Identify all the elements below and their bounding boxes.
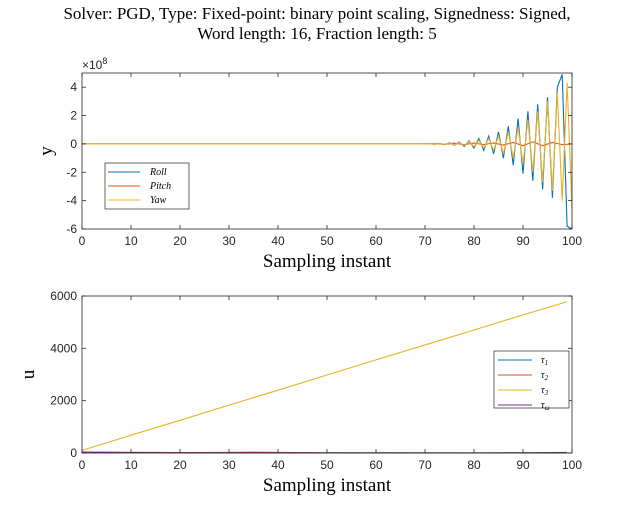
legend-entry: τ1 xyxy=(541,355,548,367)
x-tick-label: 90 xyxy=(516,458,530,472)
legend-entry: Roll xyxy=(149,167,167,178)
x-tick-label: 30 xyxy=(222,234,236,248)
x-axis-title: Sampling instant xyxy=(263,251,392,272)
x-tick-label: 100 xyxy=(562,234,582,248)
plot-u: 0 10 20 30 40 50 60 70 80 90 100 0 2000 4000 6000 Sampl… xyxy=(18,289,582,496)
legend-entry: τ2 xyxy=(541,370,549,382)
y-exponent-base: ×10 xyxy=(82,58,103,72)
legend-entry-subscript: 3 xyxy=(544,389,549,397)
plot-y: 0 10 20 30 40 50 60 70 80 90 100 -6 -4 -2 0 2 4 ×108 Sampl… xyxy=(36,56,582,272)
x-tick-label: 30 xyxy=(222,458,236,472)
x-tick-label: 40 xyxy=(271,234,285,248)
y-exponent-power: 8 xyxy=(102,56,107,66)
legend-entry-symbol: τ xyxy=(541,385,545,396)
series-line-3 xyxy=(82,82,573,210)
y-tick-label: 2000 xyxy=(50,394,77,408)
legend-entry: Pitch xyxy=(149,181,171,192)
legend-entry: τω xyxy=(541,400,550,412)
legend-entry-subscript: 1 xyxy=(545,359,549,367)
y-tick-label: -4 xyxy=(66,194,77,208)
y-tick-label: 0 xyxy=(70,137,77,151)
x-tick-label: 70 xyxy=(418,234,432,248)
x-tick-label: 40 xyxy=(271,458,285,472)
x-tick-label: 60 xyxy=(369,234,383,248)
legend-entry-subscript: ω xyxy=(545,404,550,412)
legend-entry-symbol: τ xyxy=(541,370,545,381)
x-tick-label: 80 xyxy=(467,234,481,248)
legend-entry-symbol: τ xyxy=(541,400,545,411)
y-tick-label: 4000 xyxy=(50,341,77,355)
y-axis-title: u xyxy=(18,369,39,379)
y-tick-label: 6000 xyxy=(50,289,77,303)
y-axis-title: y xyxy=(36,146,57,156)
y-tick-label: -6 xyxy=(66,222,77,236)
y-tick-label: 4 xyxy=(70,80,77,94)
x-tick-label: 10 xyxy=(124,234,138,248)
legend-entry: τ3 xyxy=(541,385,549,397)
x-tick-label: 50 xyxy=(320,234,334,248)
x-tick-label: 50 xyxy=(320,458,334,472)
legend-entry-subscript: 2 xyxy=(545,374,549,382)
chart-title: Solver: PGD, Type: Fixed-point: binary p… xyxy=(0,4,634,44)
x-tick-label: 100 xyxy=(562,458,582,472)
x-tick-label: 0 xyxy=(79,458,86,472)
chart-title-line1: Solver: PGD, Type: Fixed-point: binary p… xyxy=(63,4,571,23)
series-line-3 xyxy=(81,301,568,451)
legend-entry-symbol: τ xyxy=(541,355,545,366)
x-tick-label: 90 xyxy=(516,234,530,248)
legend-entry: Yaw xyxy=(150,195,167,206)
x-axis-title: Sampling instant xyxy=(263,475,392,496)
x-tick-label: 70 xyxy=(418,458,432,472)
y-tick-label: -2 xyxy=(66,165,77,179)
x-tick-label: 10 xyxy=(124,458,138,472)
y-tick-label: 0 xyxy=(70,446,77,460)
y-tick-label: 2 xyxy=(70,109,77,123)
x-tick-label: 20 xyxy=(173,234,187,248)
x-tick-label: 60 xyxy=(369,458,383,472)
x-tick-label: 80 xyxy=(467,458,481,472)
chart-title-line2: Word length: 16, Fraction length: 5 xyxy=(197,24,437,43)
x-tick-label: 0 xyxy=(79,234,86,248)
x-tick-label: 20 xyxy=(173,458,187,472)
y-exponent-label: ×108 xyxy=(82,56,107,72)
